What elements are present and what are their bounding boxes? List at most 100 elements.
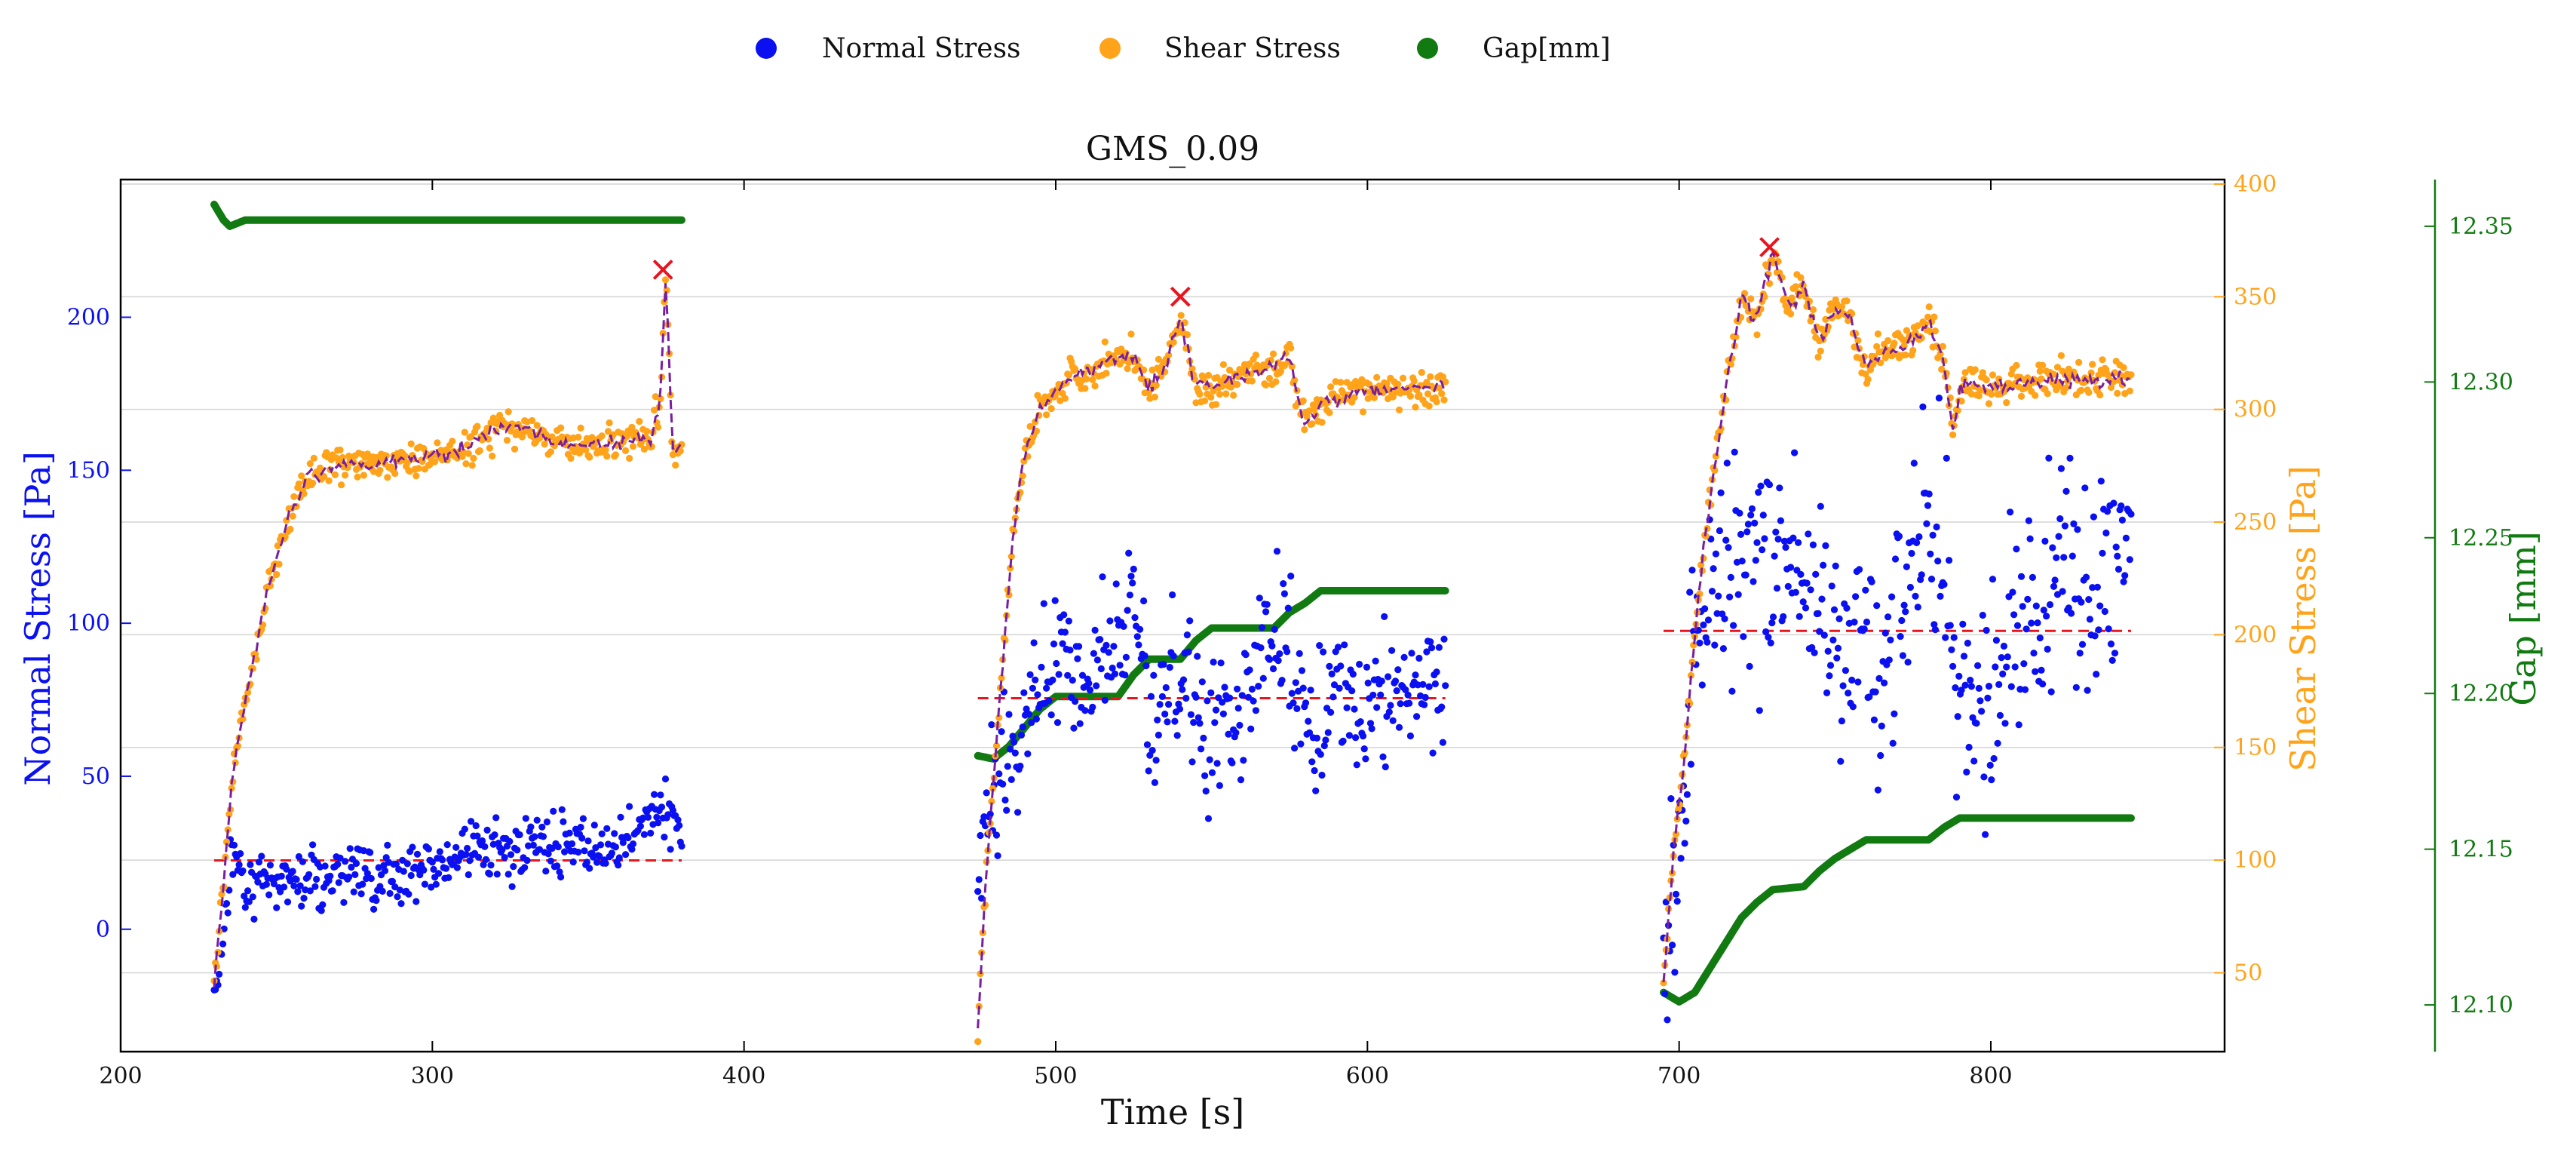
- normal-stress-point: [1162, 683, 1170, 692]
- y-tick-label-far-right: 12.25: [2449, 525, 2513, 551]
- x-tick-label: 300: [411, 1063, 454, 1089]
- shear-stress-point: [384, 474, 391, 481]
- normal-stress-point: [543, 818, 551, 826]
- normal-stress-point: [2039, 680, 2047, 688]
- normal-stress-point: [612, 843, 620, 851]
- normal-stress-point: [2126, 556, 2133, 564]
- normal-stress-point: [1293, 705, 1301, 713]
- normal-stress-point: [548, 844, 556, 852]
- normal-stress-point: [1070, 724, 1078, 732]
- normal-stress-point: [2118, 502, 2125, 510]
- normal-stress-point: [1826, 672, 1833, 680]
- normal-stress-point: [366, 849, 374, 856]
- peak-marker: [1170, 286, 1191, 307]
- shear-stress-point: [577, 424, 584, 432]
- normal-stress-point: [622, 851, 630, 859]
- normal-stress-point: [1726, 593, 1734, 601]
- normal-stress-point: [1927, 576, 1936, 583]
- normal-stress-point: [359, 880, 366, 888]
- shear-stress-point: [485, 435, 492, 443]
- shear-stress-point: [2127, 371, 2135, 379]
- normal-stress-point: [1742, 571, 1750, 579]
- legend: Normal Stress Shear Stress Gap[mm]: [756, 33, 1611, 64]
- normal-stress-point: [2041, 537, 2049, 545]
- shear-stress-point: [462, 460, 470, 468]
- normal-stress-point: [2072, 683, 2080, 691]
- normal-stress-point: [1047, 711, 1055, 719]
- normal-stress-point: [1992, 663, 1999, 671]
- normal-stress-point: [1832, 562, 1839, 570]
- normal-stress-point: [1994, 739, 2001, 747]
- normal-stress-point: [568, 840, 576, 848]
- normal-stress-point: [978, 895, 986, 902]
- peak-marker: [1759, 237, 1780, 258]
- normal-stress-point: [1216, 782, 1223, 789]
- normal-stress-point: [1250, 697, 1257, 705]
- normal-stress-point: [1967, 677, 1974, 684]
- normal-stress-point: [258, 852, 265, 860]
- shear-stress-point: [2039, 361, 2047, 369]
- normal-stress-point: [1958, 687, 1965, 694]
- chart-title: GMS_0.09: [1086, 130, 1259, 168]
- shear-stress-point: [310, 454, 317, 462]
- shear-stress-point: [391, 470, 399, 478]
- normal-stress-point: [2095, 626, 2102, 634]
- normal-stress-point: [1213, 760, 1221, 767]
- normal-stress-point: [1870, 716, 1878, 723]
- normal-stress-point: [363, 870, 371, 877]
- normal-stress-point: [466, 857, 474, 865]
- normal-stress-point: [351, 871, 359, 878]
- shear-stress-point: [655, 423, 662, 431]
- normal-stress-point: [523, 856, 531, 865]
- normal-stress-point: [2007, 683, 2015, 690]
- normal-stress-point: [1780, 537, 1788, 545]
- normal-stress-point: [522, 815, 529, 822]
- shear-stress-point: [1020, 457, 1028, 465]
- normal-stress-point: [2044, 645, 2051, 653]
- normal-stress-point: [598, 830, 606, 837]
- normal-stress-point: [425, 845, 433, 852]
- normal-stress-point: [2114, 565, 2123, 573]
- shear-stress-point: [2057, 352, 2065, 359]
- normal-stress-point: [1190, 719, 1198, 726]
- normal-stress-point: [1438, 703, 1446, 711]
- normal-stress-point: [2104, 508, 2111, 515]
- normal-stress-point: [1169, 591, 1176, 599]
- normal-stress-point: [1761, 535, 1768, 542]
- normal-stress-point: [1955, 672, 1963, 680]
- normal-stress-point: [980, 813, 988, 821]
- normal-stress-point: [531, 833, 538, 840]
- normal-stress-point: [311, 883, 319, 890]
- normal-stress-point: [1677, 855, 1685, 862]
- normal-stress-point: [1811, 649, 1818, 656]
- normal-stress-point: [2107, 640, 2115, 648]
- normal-stress-point: [1435, 644, 1443, 651]
- normal-stress-point: [1737, 530, 1745, 539]
- y-tick-label-far-right: 12.10: [2449, 992, 2513, 1018]
- normal-stress-point: [1050, 640, 1058, 648]
- normal-stress-point: [578, 834, 586, 842]
- normal-stress-point: [538, 823, 546, 831]
- normal-stress-point: [611, 830, 618, 837]
- shear-stress-point: [998, 674, 1005, 682]
- normal-stress-point: [986, 810, 994, 818]
- normal-stress-point: [1683, 791, 1691, 798]
- normal-stress-point: [1259, 674, 1267, 682]
- normal-stress-point: [1959, 620, 1967, 628]
- normal-stress-point: [1888, 593, 1896, 601]
- normal-stress-point: [1725, 544, 1732, 551]
- normal-stress-point: [1404, 691, 1412, 699]
- normal-stress-point: [1746, 662, 1753, 671]
- normal-stress-point: [384, 841, 391, 849]
- normal-stress-point: [352, 859, 360, 868]
- normal-stress-point: [508, 883, 516, 890]
- normal-stress-point: [1837, 757, 1845, 765]
- normal-stress-point: [2000, 642, 2007, 650]
- normal-stress-point: [1150, 671, 1158, 679]
- shear-stress-point: [1005, 591, 1013, 599]
- normal-stress-point: [2110, 499, 2118, 507]
- normal-stress-point: [1755, 489, 1762, 496]
- normal-stress-point: [1305, 729, 1314, 736]
- shear-stress-point: [1248, 377, 1256, 385]
- normal-stress-point: [1835, 615, 1843, 622]
